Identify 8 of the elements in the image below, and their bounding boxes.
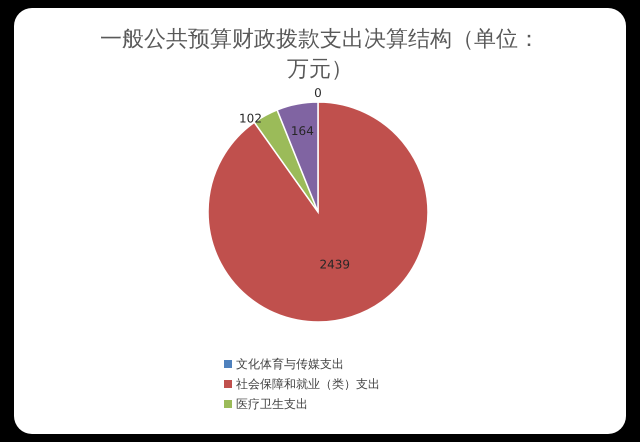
chart-title: 一般公共预算财政拨款支出决算结构（单位：万元） [100, 27, 540, 82]
legend-label: 医疗卫生支出 [236, 397, 308, 411]
data-label: 2439 [319, 257, 350, 272]
text: 0 [314, 86, 322, 100]
legend-label: 文化体育与传媒支出 [236, 357, 344, 371]
legend-label: 社会保障和就业（类）支出 [236, 377, 380, 391]
data-label: 164 [290, 124, 314, 138]
data-label: 102 [239, 111, 262, 126]
